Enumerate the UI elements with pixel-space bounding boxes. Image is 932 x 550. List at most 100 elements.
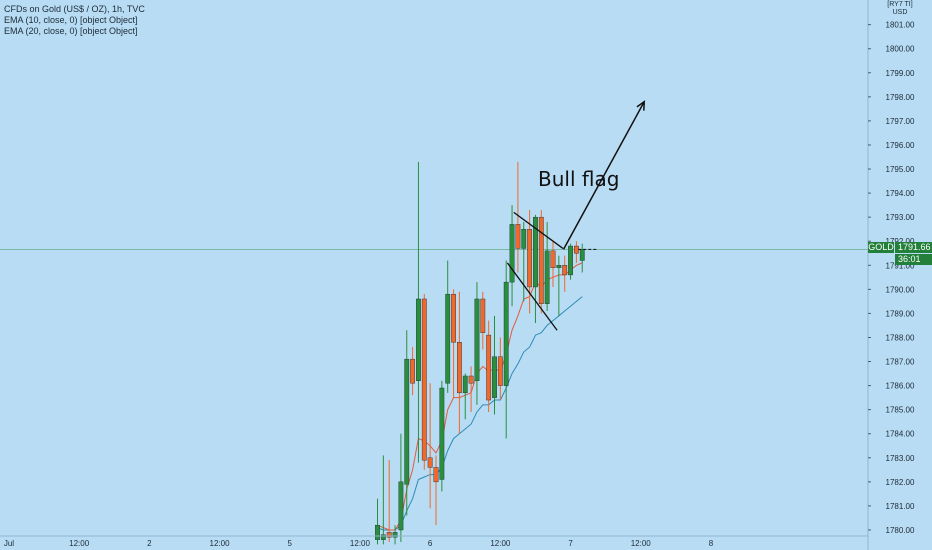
candle-body [515,224,521,249]
candle[interactable] [527,209,533,314]
candle-body [533,216,538,288]
currency-top-label: [RY7 TI] [887,1,912,8]
candle[interactable] [492,315,497,415]
candle-body [404,358,410,485]
candle-body [568,245,573,276]
candle[interactable] [497,337,503,401]
ema20-line [377,296,583,531]
candle[interactable] [410,347,415,396]
breakout-arrow-line[interactable] [562,101,645,250]
candle-body [439,387,445,480]
candle[interactable] [568,243,573,280]
candle[interactable] [439,380,445,492]
flag-trendline[interactable] [513,211,564,249]
candle-body [462,375,468,394]
candle-body [579,249,585,261]
price-tick-label: 1790.00 [886,285,915,294]
candle[interactable] [398,433,404,543]
price-tick-label: 1782.00 [886,478,915,487]
candle-body [451,293,456,343]
bull-flag-label[interactable]: Bull flag [538,167,619,191]
candle-body [445,293,451,384]
candle[interactable] [468,366,474,413]
candle[interactable] [503,260,509,439]
price-tick-label: 1795.00 [886,165,915,174]
candle[interactable] [462,373,468,420]
candle-body [468,375,474,384]
bar-countdown: 36:01 [895,254,932,265]
price-tick-label: 1793.00 [886,213,915,222]
candle-body [480,298,486,333]
candle[interactable] [386,460,392,543]
time-tick-label: 7 [568,539,573,548]
legend-ema20[interactable]: EMA (20, close, 0) [object Object] [4,26,138,36]
price-tick-label: 1799.00 [886,69,915,78]
candle[interactable] [480,291,486,350]
candle[interactable] [380,455,386,545]
candle[interactable] [538,209,544,314]
candle-body [416,298,421,381]
flag-trendline[interactable] [506,262,558,331]
breakout-arrow-head [636,100,646,111]
candle[interactable] [421,294,427,470]
candle-body [486,334,492,401]
time-tick-label: 2 [147,539,152,548]
price-tick-label: 1785.00 [886,406,915,415]
time-tick-label: 8 [709,539,714,548]
candle[interactable] [457,291,462,434]
time-tick-label: 12:00 [350,539,371,548]
drawings-layer[interactable] [506,100,646,331]
ema20-layer [377,296,583,531]
price-tick-label: 1797.00 [886,117,915,126]
candle[interactable] [474,282,480,405]
candle[interactable] [556,255,562,316]
candles-layer[interactable] [375,161,585,545]
time-tick-label: 6 [428,539,433,548]
candle[interactable] [445,260,451,393]
candle-body [544,250,550,304]
candle-body [380,534,386,540]
candle-body [398,481,404,531]
chart-legend: CFDs on Gold (US$ / OZ), 1h, TVC EMA (10… [4,4,145,37]
candle[interactable] [579,243,585,273]
candle[interactable] [515,161,521,273]
candle[interactable] [427,383,433,509]
candle-body [538,216,544,304]
candle-body [497,356,503,386]
candle[interactable] [574,241,579,263]
price-tick-label: 1796.00 [886,141,915,150]
price-tick-label: 1801.00 [886,21,915,30]
candle[interactable] [509,205,515,307]
candle[interactable] [433,455,439,526]
candle[interactable] [404,330,410,516]
candle-body [421,298,427,461]
price-axis[interactable]: 1780.00 1781.00 1782.00 1783.00 1784.00 1785.… [867,0,915,550]
time-tick-label: 5 [288,539,293,548]
candle[interactable] [533,214,538,324]
price-tick-label: 1792.00 [886,237,915,246]
candle[interactable] [416,161,421,463]
price-tick-label: 1798.00 [886,93,915,102]
price-tick-label: 1783.00 [886,454,915,463]
legend-ema10[interactable]: EMA (10, close, 0) [object Object] [4,15,138,25]
candle[interactable] [550,241,556,287]
price-tick-label: 1784.00 [886,430,915,439]
candle-body [386,532,392,538]
candle[interactable] [521,221,527,302]
candle[interactable] [392,525,398,545]
candle[interactable] [451,289,456,398]
price-tick-label: 1791.00 [886,261,915,270]
candle[interactable] [562,255,568,292]
candle[interactable] [486,320,492,413]
candle-body [392,532,398,538]
candle[interactable] [375,498,380,545]
candle-body [433,467,439,483]
time-tick-label: 12:00 [631,539,652,548]
price-tick-label: 1787.00 [886,358,915,367]
price-tick-label: 1794.00 [886,189,915,198]
candle-body [474,298,480,381]
legend-title[interactable]: CFDs on Gold (US$ / OZ), 1h, TVC [4,4,145,14]
